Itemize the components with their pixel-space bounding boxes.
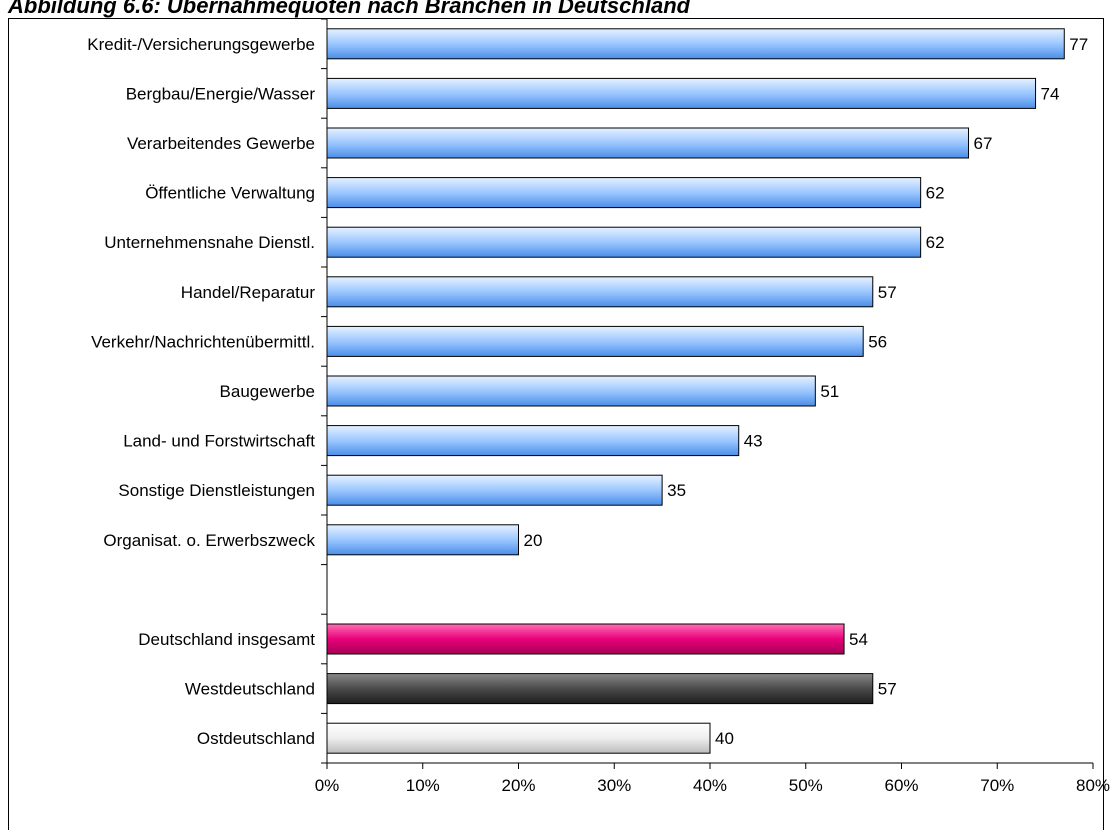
x-tick-label-2: 20% [501,776,535,795]
x-tick-label-4: 40% [693,776,727,795]
bar-kredit-versicherungsgewerbe [326,28,1065,60]
labels-layer: 77 Kredit-/Versicherungsgewerbe 74 Bergbau/… [87,35,1110,795]
value-label-offentliche-verwaltung: 62 [926,184,945,203]
chart-title: Abbildung 6.6: Übernahmequoten nach Bran… [8,0,691,18]
value-label-verarbeitendes-gewerbe: 67 [974,134,993,153]
value-label-unternehmensnahe-dienstl: 62 [926,233,945,252]
x-tick-label-7: 70% [980,776,1014,795]
bar-westdeutschland [326,673,874,705]
x-tick-label-1: 10% [406,776,440,795]
category-label-unternehmensnahe-dienstl: Unternehmensnahe Dienstl. [104,233,315,252]
category-label-verarbeitendes-gewerbe: Verarbeitendes Gewerbe [127,134,315,153]
bar-unternehmensnahe-dienstl [326,226,922,258]
value-label-kredit-versicherungsgewerbe: 77 [1069,35,1088,54]
x-tick-label-5: 50% [789,776,823,795]
value-label-ostdeutschland: 40 [715,729,734,748]
bar-bergbau-energie-wasser [326,77,1037,109]
category-label-deutschland-insgesamt: Deutschland insgesamt [138,630,315,649]
value-label-deutschland-insgesamt: 54 [849,630,868,649]
category-label-organisat-o-erwerbszweck: Organisat. o. Erwerbszweck [103,531,315,550]
value-label-handel-reparatur: 57 [878,283,897,302]
bar-land-und-forstwirtschaft [326,425,740,457]
value-label-sonstige-dienstleistungen: 35 [667,481,686,500]
x-tick-label-6: 60% [884,776,918,795]
bar-verarbeitendes-gewerbe [326,127,970,159]
category-label-sonstige-dienstleistungen: Sonstige Dienstleistungen [118,481,315,500]
category-label-westdeutschland: Westdeutschland [185,680,315,699]
value-label-baugewerbe: 51 [820,382,839,401]
value-label-westdeutschland: 57 [878,680,897,699]
bar-sonstige-dienstleistungen [326,474,663,506]
x-tick-label-8: 80% [1076,776,1110,795]
category-label-offentliche-verwaltung: Öffentliche Verwaltung [145,184,315,203]
x-tick-label-0: 0% [315,776,340,795]
category-label-bergbau-energie-wasser: Bergbau/Energie/Wasser [126,84,316,103]
bars-layer [326,28,1065,754]
bar-organisat-o-erwerbszweck [326,524,519,556]
category-label-ostdeutschland: Ostdeutschland [197,729,315,748]
category-label-verkehr-nachrichtenubermittl: Verkehr/Nachrichtenübermittl. [91,332,315,351]
x-tick-label-3: 30% [597,776,631,795]
category-label-land-und-forstwirtschaft: Land- und Forstwirtschaft [123,432,315,451]
value-label-land-und-forstwirtschaft: 43 [744,432,763,451]
bar-baugewerbe [326,375,816,407]
value-label-bergbau-energie-wasser: 74 [1041,84,1060,103]
category-label-kredit-versicherungsgewerbe: Kredit-/Versicherungsgewerbe [87,35,315,54]
category-label-handel-reparatur: Handel/Reparatur [181,283,316,302]
value-label-verkehr-nachrichtenubermittl: 56 [868,332,887,351]
bar-handel-reparatur [326,276,874,308]
axis-layer [321,18,1094,769]
chart-frame [8,18,1104,830]
bar-ostdeutschland [326,722,711,754]
category-label-baugewerbe: Baugewerbe [220,382,315,401]
bar-offentliche-verwaltung [326,177,922,209]
value-label-organisat-o-erwerbszweck: 20 [524,531,543,550]
bar-deutschland-insgesamt [326,623,845,655]
bar-verkehr-nachrichtenubermittl [326,325,864,357]
